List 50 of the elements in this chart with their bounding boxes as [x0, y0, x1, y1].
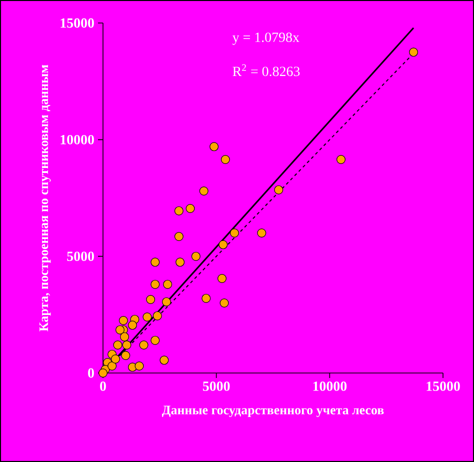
point	[113, 340, 122, 350]
x-tick-label: 10000	[313, 382, 347, 391]
y-axis-title: Карта, построенная по спутниковым данным	[39, 64, 51, 332]
point	[150, 258, 160, 267]
point	[163, 280, 172, 289]
point	[199, 186, 208, 196]
point	[150, 336, 160, 345]
point	[146, 295, 156, 304]
point	[110, 354, 120, 364]
point	[191, 252, 200, 261]
x-axis-title: Данные государственного учета лесов	[162, 406, 384, 418]
point	[98, 368, 108, 378]
annotation: R$^{2}$ = 0.8263	[232, 64, 300, 76]
point	[150, 280, 160, 289]
point	[134, 362, 144, 370]
point	[218, 274, 227, 283]
y-tick-label: 5000	[67, 252, 94, 262]
y-tick-label: 15000	[60, 18, 94, 28]
point	[257, 228, 266, 238]
point	[174, 206, 184, 216]
point	[336, 154, 346, 164]
point	[152, 311, 162, 320]
x-tick-label: 15000	[426, 382, 460, 391]
annotation: y = 1.0798x	[232, 32, 300, 45]
point	[176, 258, 185, 267]
x-tick-label: 0	[100, 382, 106, 391]
point	[202, 294, 211, 303]
point	[409, 48, 418, 57]
y-tick-label: 10000	[60, 134, 94, 144]
point	[220, 298, 229, 308]
point	[116, 325, 124, 334]
point	[274, 185, 284, 194]
point	[174, 232, 184, 241]
point	[122, 340, 132, 350]
point	[220, 154, 230, 164]
point	[210, 142, 219, 152]
point	[186, 204, 195, 213]
point	[120, 332, 130, 342]
point	[162, 297, 171, 306]
point	[118, 316, 128, 325]
point	[139, 340, 148, 350]
point	[160, 356, 169, 365]
point	[218, 240, 228, 250]
point	[142, 312, 152, 322]
point	[108, 362, 117, 370]
y-tick-label: 0	[88, 368, 94, 378]
x-tick-label: 5000	[202, 382, 230, 391]
point	[128, 320, 137, 330]
point	[230, 228, 239, 238]
point	[121, 351, 130, 360]
